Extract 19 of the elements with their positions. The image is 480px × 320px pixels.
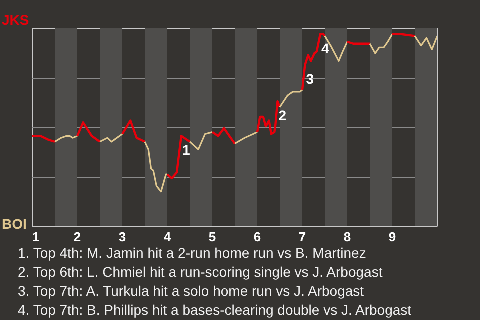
- text: 3. Top 7th: A. Turkula hit a solo home run vs J. Arbogast: [18, 282, 366, 301]
- text: 1. Top 4th: M. Jamin hit a 2-run home run vs B. Martinez: [18, 244, 368, 263]
- text: 2. Top 6th: L. Chmiel hit a run-scoring single vs J. Arbogast: [18, 263, 384, 282]
- x-tick-label: 1: [32, 230, 40, 244]
- x-tick-label: 4: [164, 230, 172, 244]
- annotation: 4: [322, 40, 330, 56]
- x-tick-label: 7: [298, 230, 306, 244]
- x-tick-label: 9: [388, 230, 396, 244]
- x-tick-label: 3: [118, 230, 126, 244]
- text: BOI: [2, 215, 27, 234]
- annotation: 3: [306, 71, 314, 88]
- annotation: 2: [278, 108, 287, 124]
- x-tick-label: 2: [74, 230, 82, 244]
- x-tick-label: 5: [208, 230, 216, 244]
- x-tick-label: 8: [344, 230, 352, 244]
- text: 4. Top 7th: B. Phillips hit a bases-clearing double vs J. Arbogast: [18, 301, 412, 320]
- x-tick-label: 6: [254, 230, 262, 244]
- text: JKS: [2, 11, 30, 30]
- annotation: 1: [182, 142, 190, 158]
